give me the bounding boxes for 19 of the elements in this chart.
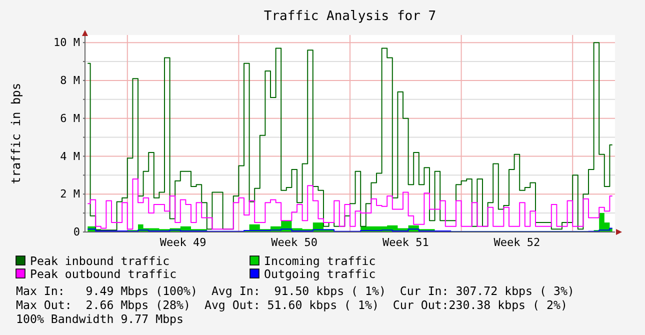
x-tick-label: Week 50 [271, 236, 318, 249]
legend-label: Peak inbound traffic [30, 254, 170, 268]
text: 100% Bandwidth 9.77 Mbps [16, 312, 184, 326]
legend-label: Incoming traffic [264, 254, 376, 268]
y-axis-title: traffic in bps [9, 82, 23, 184]
x-tick-label: Week 52 [494, 236, 540, 249]
y-tick-label: 4 M [60, 150, 80, 163]
text: Max In: 9.49 Mbps (100%) Avg In: 91.50 kbps ( 1%) Cur In: 307.72 kbps ( 3%) [16, 284, 574, 298]
y-tick-label: 8 M [60, 74, 80, 87]
y-tick-label: 2 M [60, 188, 80, 201]
x-tick-label: Week 51 [382, 236, 429, 249]
x-tick-label: Week 49 [160, 236, 206, 249]
text: Max Out: 2.66 Mbps (28%) Avg Out: 51.60 kbps ( 1%) Cur Out:230.38 kbps ( 2%) [16, 298, 568, 312]
legend-label: Outgoing traffic [264, 267, 376, 281]
y-tick-label: 10 M [54, 36, 80, 50]
chart-title: Traffic Analysis for 7 [264, 9, 436, 24]
legend-label: Peak outbound traffic [30, 267, 177, 281]
y-tick-label: 0 [73, 226, 80, 239]
y-tick-label: 6 M [60, 112, 80, 125]
